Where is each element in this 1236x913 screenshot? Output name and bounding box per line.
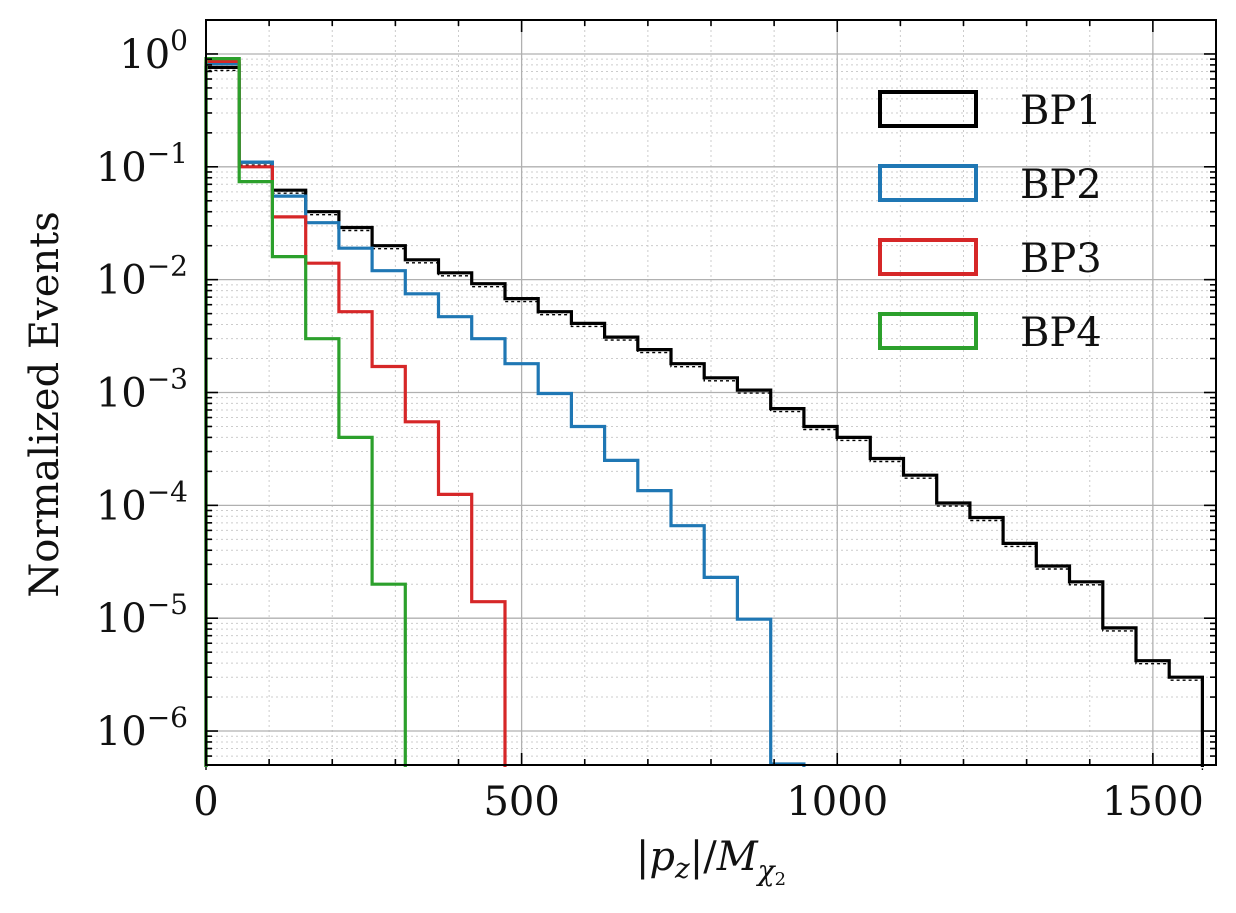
x-axis-label-p: p xyxy=(649,834,675,880)
x-axis-label-sub-2: 2 xyxy=(775,869,786,890)
legend-label: BP4 xyxy=(1020,310,1102,356)
series-dotted-overlay xyxy=(205,69,1204,770)
y-axis-label: Normalized Events xyxy=(22,211,68,597)
legend-item-bp3: BP3 xyxy=(878,236,1102,282)
y-tick-label: 100 xyxy=(119,24,188,78)
legend-label: BP3 xyxy=(1020,236,1102,282)
legend-swatch xyxy=(878,238,978,276)
y-tick-label-base: 10 xyxy=(96,709,147,755)
y-tick-label: 10−5 xyxy=(96,588,188,642)
x-axis-label-bar-left: | xyxy=(636,834,649,880)
x-axis-label-mid: |/ xyxy=(690,834,717,880)
x-tick-label: 0 xyxy=(193,779,218,825)
y-tick-label-exponent: −2 xyxy=(147,250,188,283)
x-tick-label: 500 xyxy=(483,779,559,825)
series-step-line xyxy=(204,65,1204,767)
y-tick-label-exponent: −3 xyxy=(147,363,188,396)
x-tick-label: 1000 xyxy=(786,779,888,825)
legend-label: BP1 xyxy=(1020,88,1102,134)
y-tick-label: 10−1 xyxy=(96,137,188,191)
y-tick-label-exponent: −4 xyxy=(147,475,188,508)
tick-marks xyxy=(205,19,1217,766)
legend-swatch xyxy=(878,90,978,128)
x-tick-labels: 0 500 1000 1500 xyxy=(193,779,1204,825)
x-tick-label: 1500 xyxy=(1102,779,1204,825)
y-tick-label-exponent: 0 xyxy=(170,24,188,57)
y-tick-label-exponent: −1 xyxy=(147,137,188,170)
y-tick-label-base: 10 xyxy=(96,258,147,304)
y-tick-label-base: 10 xyxy=(96,596,147,642)
legend: BP1 BP2 BP3 BP4 xyxy=(878,88,1102,356)
major-grid xyxy=(206,20,1216,765)
y-tick-label-base: 10 xyxy=(96,145,147,191)
series-bp1 xyxy=(204,65,1204,770)
x-axis-label: |pz|/Mχ2 xyxy=(636,834,786,890)
x-axis-label-M: M xyxy=(716,834,759,880)
series-layer xyxy=(204,57,1204,770)
y-tick-label-base: 10 xyxy=(119,32,170,78)
series-step-line xyxy=(204,62,806,767)
y-tick-label: 10−2 xyxy=(96,250,188,304)
y-tick-label-base: 10 xyxy=(96,371,147,417)
y-tick-label-exponent: −6 xyxy=(147,701,188,734)
series-step-line xyxy=(204,57,407,767)
series-bp3 xyxy=(204,59,507,767)
legend-label: BP2 xyxy=(1020,162,1102,208)
legend-item-bp4: BP4 xyxy=(878,310,1102,356)
x-axis-label-sub-chi: χ xyxy=(756,854,777,887)
legend-item-bp1: BP1 xyxy=(878,88,1102,134)
legend-swatch xyxy=(878,164,978,202)
y-tick-label: 10−6 xyxy=(96,701,188,755)
series-step-line xyxy=(204,59,507,767)
series-bp2 xyxy=(204,62,806,767)
minor-grid xyxy=(206,19,1216,766)
y-tick-label: 10−4 xyxy=(96,475,188,529)
legend-swatch xyxy=(878,312,978,350)
x-axis-label-sub-z: z xyxy=(674,852,690,885)
y-tick-label: 10−3 xyxy=(96,363,188,417)
series-bp4 xyxy=(204,57,407,767)
y-tick-label-base: 10 xyxy=(96,483,147,529)
y-tick-label-exponent: −5 xyxy=(147,588,188,621)
legend-item-bp2: BP2 xyxy=(878,162,1102,208)
